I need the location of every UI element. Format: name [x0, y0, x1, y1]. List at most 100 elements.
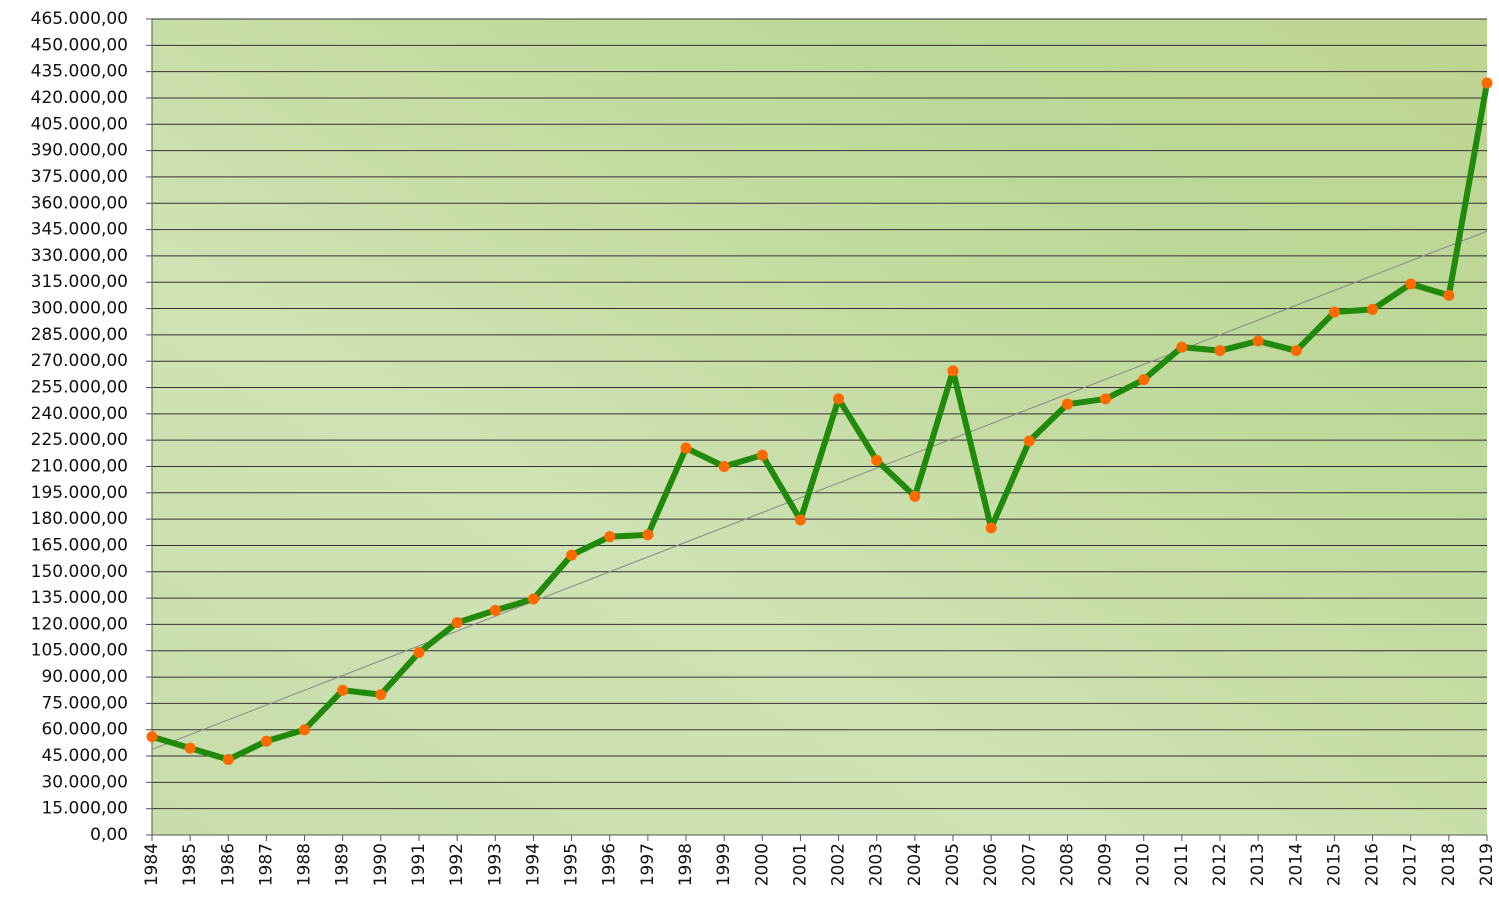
y-tick-label: 330.000,00 — [31, 246, 128, 266]
x-tick-label: 1985 — [180, 843, 200, 886]
x-tick-label: 1991 — [409, 843, 429, 886]
data-point — [642, 529, 654, 541]
x-tick-label: 1994 — [523, 843, 543, 886]
data-point — [527, 593, 539, 605]
y-tick-label: 195.000,00 — [31, 483, 128, 503]
x-tick-label: 1992 — [447, 843, 467, 886]
x-tick-label: 2015 — [1324, 843, 1344, 886]
x-tick-label: 2014 — [1286, 843, 1306, 886]
x-tick-label: 2013 — [1248, 843, 1268, 886]
data-point — [1023, 435, 1035, 447]
x-tick-label: 1987 — [256, 843, 276, 886]
x-tick-label: 1989 — [333, 843, 353, 886]
x-tick-label: 2001 — [790, 843, 810, 886]
y-tick-label: 225.000,00 — [31, 430, 128, 450]
data-point — [337, 684, 349, 696]
data-point — [1405, 278, 1417, 290]
y-tick-label: 165.000,00 — [31, 535, 128, 555]
data-point — [604, 531, 616, 543]
y-tick-label: 450.000,00 — [31, 35, 128, 55]
data-line — [151, 82, 1490, 763]
data-point — [1252, 335, 1264, 347]
y-tick-label: 420.000,00 — [31, 88, 128, 108]
y-tick-label: 45.000,00 — [41, 746, 128, 766]
x-tick-label: 2007 — [1019, 843, 1039, 886]
y-tick-label: 300.000,00 — [31, 299, 128, 319]
x-tick-label: 2008 — [1057, 843, 1077, 886]
y-tick-label: 240.000,00 — [31, 404, 128, 424]
y-tick-label: 405.000,00 — [31, 114, 128, 134]
data-point — [146, 731, 158, 743]
data-point — [1176, 341, 1188, 353]
y-tick-label: 75.000,00 — [41, 693, 128, 713]
y-tick-label: 375.000,00 — [31, 167, 128, 187]
data-point — [680, 442, 692, 454]
x-tick-label: 1988 — [295, 843, 315, 886]
x-tick-label: 1998 — [676, 843, 696, 886]
y-tick-label: 345.000,00 — [31, 220, 128, 240]
y-tick-label: 60.000,00 — [41, 720, 128, 740]
y-tick-label: 150.000,00 — [31, 562, 128, 582]
y-tick-label: 255.000,00 — [31, 378, 128, 398]
data-point — [1481, 77, 1493, 89]
y-tick-label: 120.000,00 — [31, 614, 128, 634]
data-point — [794, 514, 806, 526]
data-point — [1214, 345, 1226, 357]
y-tick-label: 210.000,00 — [31, 456, 128, 476]
x-tick-label: 1999 — [714, 843, 734, 886]
x-tick-label: 2003 — [867, 843, 887, 886]
data-point — [909, 490, 921, 502]
x-tick-label: 1996 — [600, 843, 620, 886]
data-point — [718, 460, 730, 472]
data-point — [756, 449, 768, 461]
plot-area — [152, 19, 1487, 835]
y-tick-label: 465.000,00 — [31, 9, 128, 29]
y-tick-label: 270.000,00 — [31, 351, 128, 371]
y-tick-label: 90.000,00 — [41, 667, 128, 687]
x-tick-label: 2019 — [1477, 843, 1497, 886]
data-point — [1061, 398, 1073, 410]
y-tick-label: 0,00 — [90, 825, 128, 845]
x-tick-label: 1986 — [218, 843, 238, 886]
y-tick-label: 435.000,00 — [31, 62, 128, 82]
data-point — [566, 549, 578, 561]
data-point — [299, 724, 311, 736]
data-point — [489, 604, 501, 616]
y-tick-label: 390.000,00 — [31, 141, 128, 161]
data-point — [260, 735, 272, 747]
data-point — [1328, 306, 1340, 318]
x-tick-label: 1993 — [485, 843, 505, 886]
x-tick-label: 1984 — [142, 843, 162, 886]
data-point — [1443, 289, 1455, 301]
x-tick-label: 2010 — [1134, 843, 1154, 886]
data-point — [1290, 345, 1302, 357]
x-tick-label: 2012 — [1210, 843, 1230, 886]
x-tick-label: 2002 — [829, 843, 849, 886]
y-tick-label: 360.000,00 — [31, 193, 128, 213]
x-tick-label: 2005 — [943, 843, 963, 886]
x-tick-label: 2006 — [981, 843, 1001, 886]
x-tick-label: 1990 — [371, 843, 391, 886]
trendline — [151, 230, 1488, 750]
data-point — [871, 454, 883, 466]
data-point — [222, 754, 234, 766]
data-point — [375, 689, 387, 701]
y-tick-label: 135.000,00 — [31, 588, 128, 608]
x-tick-label: 2018 — [1439, 843, 1459, 886]
y-tick-label: 285.000,00 — [31, 325, 128, 345]
data-point — [184, 742, 196, 754]
y-tick-label: 15.000,00 — [41, 799, 128, 819]
y-tick-label: 30.000,00 — [41, 772, 128, 792]
x-tick-label: 2009 — [1096, 843, 1116, 886]
data-point — [451, 617, 463, 629]
x-tick-label: 2017 — [1401, 843, 1421, 886]
y-tick-label: 315.000,00 — [31, 272, 128, 292]
y-tick-label: 105.000,00 — [31, 641, 128, 661]
x-tick-label: 1995 — [562, 843, 582, 886]
x-tick-label: 2000 — [752, 843, 772, 886]
data-point — [1100, 393, 1112, 405]
data-point — [985, 522, 997, 534]
x-tick-label: 1997 — [638, 843, 658, 886]
x-tick-label: 2004 — [905, 843, 925, 886]
